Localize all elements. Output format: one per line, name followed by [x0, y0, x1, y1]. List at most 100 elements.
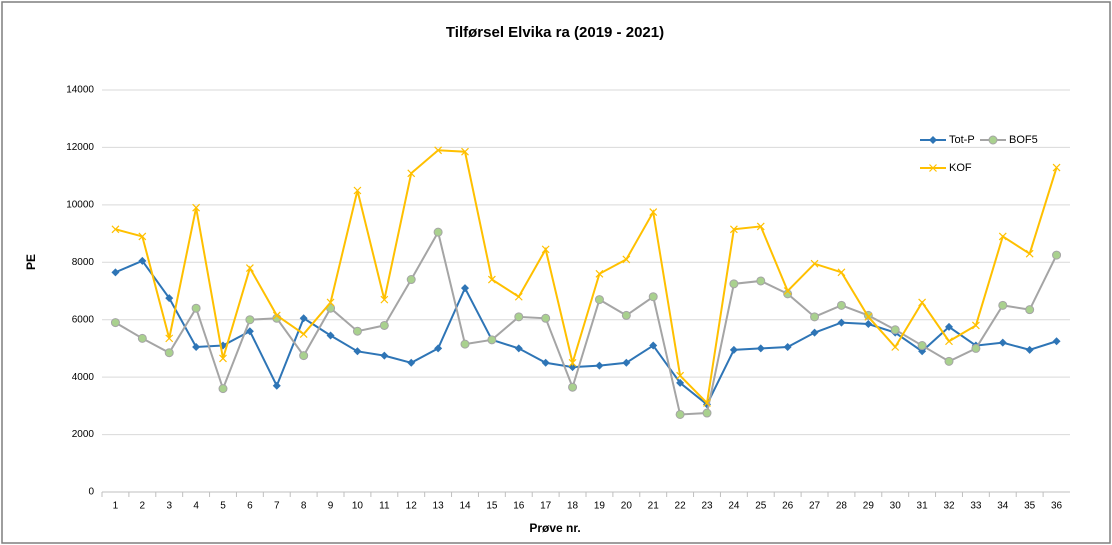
point — [407, 358, 416, 367]
point — [729, 345, 738, 354]
x-tick-label: 6 — [247, 501, 253, 512]
x-tick-label: 34 — [997, 501, 1009, 512]
point — [299, 314, 308, 323]
point — [407, 169, 416, 178]
point — [165, 334, 174, 343]
point — [918, 298, 927, 307]
x-tick-label: 23 — [701, 501, 713, 512]
x-tick-label: 35 — [1024, 501, 1036, 512]
point — [541, 313, 551, 323]
point — [191, 303, 201, 313]
point — [326, 331, 335, 340]
point — [299, 351, 309, 361]
point — [729, 279, 739, 289]
point — [836, 300, 846, 310]
point — [272, 381, 281, 390]
point — [595, 361, 604, 370]
point — [998, 232, 1007, 241]
point — [326, 298, 335, 307]
point — [541, 358, 550, 367]
point — [998, 338, 1007, 347]
x-tick-label: 11 — [379, 501, 390, 512]
x-tick-label: 2 — [140, 501, 146, 512]
point — [890, 325, 900, 335]
point — [1052, 337, 1061, 346]
point — [487, 275, 496, 284]
x-tick-label: 21 — [648, 501, 660, 512]
point — [541, 245, 550, 254]
series-line — [115, 259, 1057, 406]
x-tick-label: 15 — [486, 501, 498, 512]
point — [138, 232, 147, 241]
point — [648, 292, 658, 302]
point — [837, 268, 846, 277]
point — [1025, 305, 1035, 315]
point — [514, 344, 523, 353]
point — [998, 300, 1008, 310]
point — [245, 327, 254, 336]
point — [756, 222, 765, 231]
x-tick-label: 19 — [594, 501, 606, 512]
point — [702, 408, 712, 418]
point — [380, 295, 389, 304]
point — [460, 339, 470, 349]
x-tick-label: 30 — [890, 501, 902, 512]
point — [1025, 249, 1034, 258]
point — [837, 318, 846, 327]
point — [461, 147, 469, 156]
point — [864, 320, 873, 329]
point — [245, 315, 255, 325]
point — [568, 358, 577, 367]
legend-marker — [929, 136, 937, 144]
point — [514, 292, 523, 301]
point — [810, 328, 819, 337]
point — [756, 276, 766, 286]
point — [621, 310, 631, 320]
point — [917, 341, 927, 351]
point — [756, 344, 765, 353]
point — [352, 326, 362, 336]
point — [137, 333, 147, 343]
x-tick-label: 4 — [193, 501, 199, 512]
x-tick-label: 32 — [943, 501, 955, 512]
point — [353, 347, 362, 356]
x-tick-label: 7 — [274, 501, 280, 512]
legend-label: KOF — [949, 162, 972, 174]
legend-label: Tot-P — [949, 134, 975, 146]
point — [945, 337, 953, 346]
x-tick-label: 26 — [782, 501, 794, 512]
point — [434, 146, 443, 155]
point — [594, 295, 604, 305]
point — [110, 318, 120, 328]
x-tick-label: 12 — [406, 501, 418, 512]
x-tick-label: 36 — [1051, 501, 1063, 512]
point — [568, 382, 578, 392]
x-axis-label: Prøve nr. — [529, 521, 580, 535]
x-tick-label: 16 — [513, 501, 525, 512]
point — [675, 409, 685, 419]
point — [218, 384, 228, 394]
point — [299, 330, 308, 338]
x-tick-label: 27 — [809, 501, 821, 512]
x-tick-label: 1 — [113, 501, 119, 512]
point — [783, 342, 792, 351]
x-tick-label: 18 — [567, 501, 579, 512]
y-tick-label: 8000 — [72, 257, 95, 268]
point — [219, 354, 227, 363]
y-tick-label: 0 — [88, 487, 94, 498]
point — [379, 320, 389, 330]
point — [1025, 345, 1034, 354]
y-tick-label: 12000 — [66, 142, 94, 153]
point — [944, 356, 954, 366]
legend-marker — [929, 164, 937, 172]
point — [192, 342, 201, 351]
y-axis-label: PE — [24, 254, 38, 270]
point — [138, 256, 147, 265]
point — [649, 208, 658, 216]
point — [891, 343, 900, 351]
y-tick-label: 14000 — [66, 85, 94, 96]
point — [810, 259, 819, 268]
point — [810, 312, 820, 322]
legend-marker — [988, 135, 998, 145]
